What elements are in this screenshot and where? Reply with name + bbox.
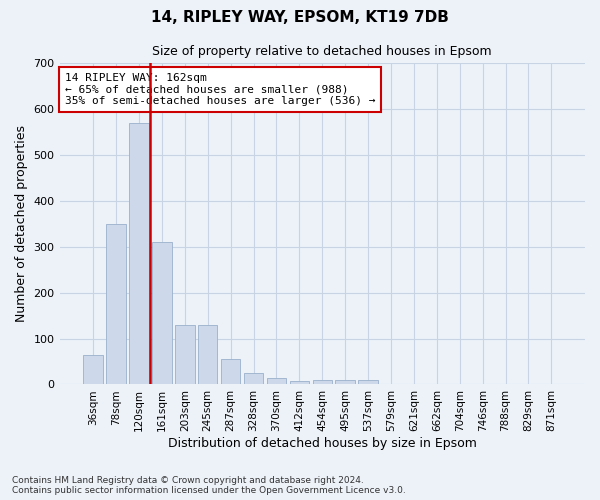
Bar	[358, 380, 378, 384]
Bar	[106, 224, 126, 384]
Text: 14, RIPLEY WAY, EPSOM, KT19 7DB: 14, RIPLEY WAY, EPSOM, KT19 7DB	[151, 10, 449, 25]
Y-axis label: Number of detached properties: Number of detached properties	[15, 126, 28, 322]
Bar	[335, 380, 355, 384]
Bar	[152, 242, 172, 384]
Bar	[83, 354, 103, 384]
X-axis label: Distribution of detached houses by size in Epsom: Distribution of detached houses by size …	[168, 437, 477, 450]
Bar	[175, 325, 194, 384]
Text: Contains HM Land Registry data © Crown copyright and database right 2024.
Contai: Contains HM Land Registry data © Crown c…	[12, 476, 406, 495]
Bar	[221, 359, 241, 384]
Title: Size of property relative to detached houses in Epsom: Size of property relative to detached ho…	[152, 45, 492, 58]
Bar	[290, 381, 309, 384]
Bar	[313, 380, 332, 384]
Text: 14 RIPLEY WAY: 162sqm
← 65% of detached houses are smaller (988)
35% of semi-det: 14 RIPLEY WAY: 162sqm ← 65% of detached …	[65, 73, 375, 106]
Bar	[267, 378, 286, 384]
Bar	[244, 373, 263, 384]
Bar	[198, 325, 217, 384]
Bar	[129, 123, 149, 384]
